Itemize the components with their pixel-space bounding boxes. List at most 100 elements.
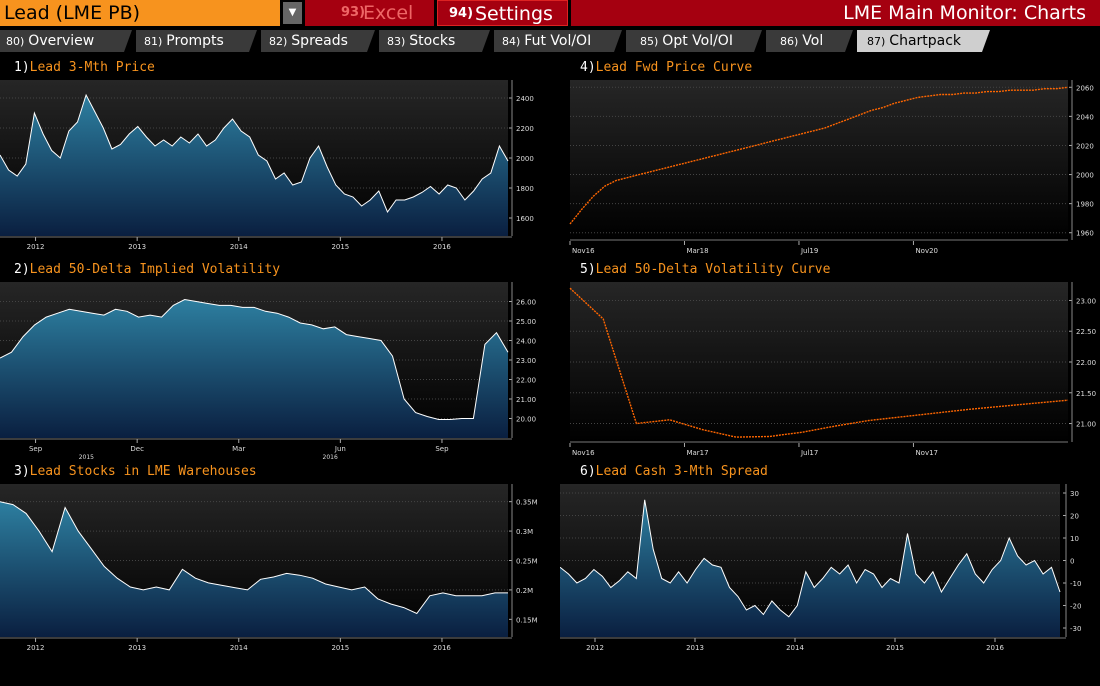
y-tick-label: 2200: [516, 125, 534, 133]
y-tick-label: 24.00: [516, 338, 536, 346]
x-tick-label: Jul19: [800, 247, 818, 255]
settings-button[interactable]: 94) Settings: [437, 0, 568, 26]
x-tick-label: 2015: [331, 243, 349, 251]
tab-number: 85): [640, 35, 659, 48]
panel-lead-stocks-warehouses: 3)Lead Stocks in LME Warehouses 0.35M 0.3…: [0, 462, 548, 666]
x-tick-label: 2015: [886, 644, 904, 652]
panel-title: 3)Lead Stocks in LME Warehouses: [14, 462, 257, 482]
y-tick-label: 22.00: [516, 377, 536, 385]
excel-button[interactable]: 93) Excel: [305, 0, 434, 26]
tab-spreads[interactable]: 82) Spreads: [261, 30, 375, 52]
tab-number: 83): [387, 35, 406, 48]
series-line: [569, 86, 1069, 225]
x-tick-label: 2016: [986, 644, 1004, 652]
tab-number: 84): [502, 35, 521, 48]
settings-button-label: Settings: [475, 3, 553, 25]
security-field[interactable]: Lead (LME PB): [0, 0, 280, 26]
tab-vol[interactable]: 86) Vol: [766, 30, 853, 52]
panel-title: 5)Lead 50-Delta Volatility Curve: [580, 260, 830, 280]
x-axis-band: [560, 637, 1100, 666]
series-line: [0, 298, 509, 420]
panel-title-text: Lead Cash 3-Mth Spread: [595, 464, 768, 479]
panel-title-text: Lead 50-Delta Implied Volatility: [29, 262, 281, 277]
x-sub-tick-label: 2015: [79, 454, 94, 461]
x-tick-label: 2013: [686, 644, 704, 652]
y-tick-label: 0: [1070, 558, 1074, 566]
panel-title-text: Lead Fwd Price Curve: [595, 60, 753, 75]
tab-label: Overview: [28, 33, 95, 49]
y-tick-label: 1800: [516, 185, 534, 193]
y-tick-label: 25.00: [516, 318, 536, 326]
x-tick-label: Nov16: [572, 247, 595, 255]
x-tick-label: 2013: [128, 243, 146, 251]
chart-lead-volatility-curve[interactable]: 23.00 22.50 22.00 21.50 21.00 Nov16 Mar17 Jul17…: [560, 280, 1100, 462]
tab-number: 80): [6, 35, 25, 48]
panel-number: 5): [580, 262, 596, 277]
x-tick-label: Sep: [435, 445, 449, 453]
panel-number: 6): [580, 464, 596, 479]
panel-lead-volatility-curve: 5)Lead 50-Delta Volatility Curve 23.00 22…: [560, 260, 1100, 462]
series-line: [0, 93, 509, 214]
series-line: [0, 501, 508, 615]
tab-label: Fut Vol/OI: [524, 33, 592, 49]
y-tick-label: -30: [1070, 625, 1081, 633]
x-axis-band: [0, 236, 548, 260]
chevron-down-icon: ▼: [288, 7, 297, 18]
chart-lead-cash-3mth-spread[interactable]: 30 20 10 0 -10 -20 -30 2012 2013 2014 2015 2016: [560, 482, 1100, 666]
panel-title-text: Lead Stocks in LME Warehouses: [29, 464, 257, 479]
tab-fut-vol-oi[interactable]: 84) Fut Vol/OI: [494, 30, 622, 52]
tab-stocks[interactable]: 83) Stocks: [379, 30, 490, 52]
chart-lead-implied-volatility[interactable]: 26.00 25.00 24.00 23.00 22.00 21.00 20.00 Sep De…: [0, 280, 548, 462]
y-tick-label: 0.35M: [516, 499, 538, 507]
tab-label: Prompts: [166, 33, 224, 49]
x-tick-label: 2012: [27, 243, 45, 251]
tab-prompts[interactable]: 81) Prompts: [136, 30, 257, 52]
y-tick-label: 0.3M: [516, 528, 533, 536]
security-dropdown-button[interactable]: ▼: [283, 2, 302, 24]
y-tick-label: 23.00: [516, 357, 536, 365]
x-tick-label: 2014: [230, 644, 248, 652]
y-tick-label: 2020: [1076, 142, 1094, 150]
series-area: [0, 95, 508, 236]
tab-bar: 80) Overview 81) Prompts 82) Spreads 83) Sto…: [0, 30, 1100, 52]
chart-lead-fwd-price-curve[interactable]: 2060 2040 2020 2000 1980 1960 Nov16 Mar18 Jul19 N…: [560, 78, 1100, 260]
y-tick-label: 0.15M: [516, 616, 538, 624]
panel-lead-3mth-price: 1)Lead 3-Mth Price 2400 2200 2000 1800 1600 2…: [0, 58, 548, 260]
y-tick-label: 21.00: [1076, 421, 1096, 429]
tab-label: Opt Vol/OI: [662, 33, 733, 49]
panel-number: 1): [14, 60, 30, 75]
panel-title-text: Lead 50-Delta Volatility Curve: [595, 262, 831, 277]
series-area: [0, 299, 508, 438]
x-tick-label: 2015: [331, 644, 349, 652]
y-tick-label: -20: [1070, 603, 1081, 611]
y-tick-label: 10: [1070, 535, 1079, 543]
y-tick-label: 22.50: [1076, 328, 1096, 336]
tab-number: 82): [269, 35, 288, 48]
settings-button-number: 94): [449, 6, 474, 21]
panel-lead-fwd-price-curve: 4)Lead Fwd Price Curve 2060 2040 2020 2000 1…: [560, 58, 1100, 260]
x-tick-label: Nov20: [915, 247, 938, 255]
panel-title: 2)Lead 50-Delta Implied Volatility: [14, 260, 280, 280]
x-tick-label: 2013: [128, 644, 146, 652]
y-tick-label: 2040: [1076, 113, 1094, 121]
x-axis-band: [0, 438, 548, 462]
y-tick-label: 2060: [1076, 84, 1094, 92]
y-tick-label: 1960: [1076, 230, 1094, 238]
tab-label: Spreads: [291, 33, 348, 49]
tab-opt-vol-oi[interactable]: 85) Opt Vol/OI: [626, 30, 762, 52]
x-tick-label: 2012: [586, 644, 604, 652]
excel-button-label: Excel: [363, 2, 414, 24]
top-bar: Lead (LME PB) ▼ 93) Excel 94) Settings L…: [0, 0, 1100, 28]
tab-overview[interactable]: 80) Overview: [0, 30, 132, 52]
x-tick-label: 2014: [230, 243, 248, 251]
y-tick-label: 23.00: [1076, 297, 1096, 305]
y-tick-label: 26.00: [516, 299, 536, 307]
y-tick-label: 21.00: [516, 396, 536, 404]
tab-label: Stocks: [409, 33, 456, 49]
tab-chartpack[interactable]: 87) Chartpack: [857, 30, 990, 52]
chart-lead-stocks-warehouses[interactable]: 0.35M 0.3M 0.25M 0.2M 0.15M 2012 2013 2014 2015 2…: [0, 482, 548, 666]
tab-number: 81): [144, 35, 163, 48]
x-sub-tick-label: 2016: [323, 454, 338, 461]
excel-button-number: 93): [341, 5, 366, 20]
chart-lead-3mth-price[interactable]: 2400 2200 2000 1800 1600 2012 2013 2014 2015 2016: [0, 78, 548, 260]
